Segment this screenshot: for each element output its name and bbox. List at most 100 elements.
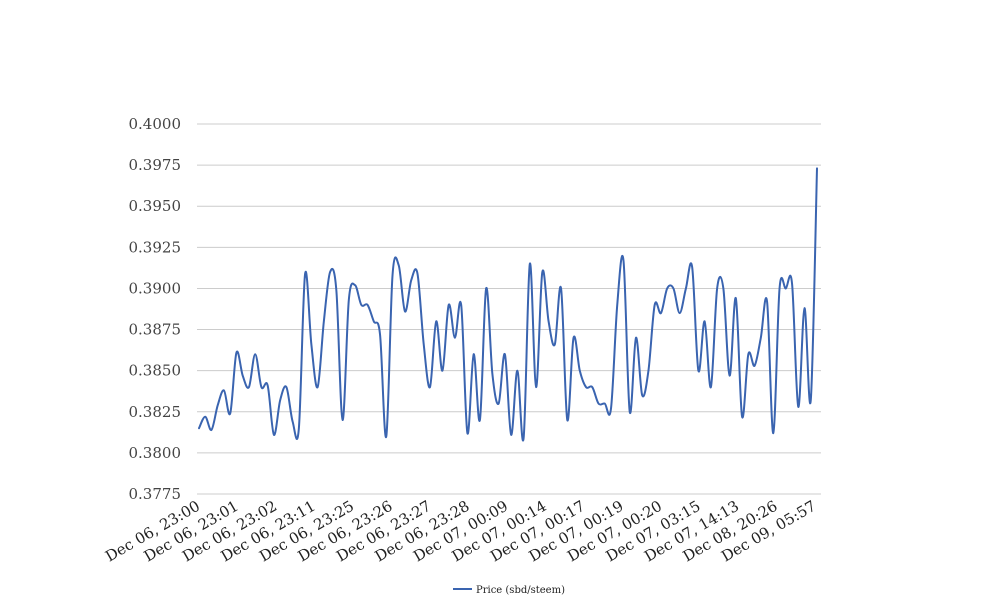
data-point [591, 386, 594, 389]
data-point [204, 415, 207, 418]
y-tick-label: 0.3875 [129, 321, 182, 339]
data-point [728, 374, 731, 377]
data-point [610, 407, 613, 410]
data-point [659, 312, 662, 315]
data-point [297, 427, 300, 430]
data-point [578, 369, 581, 372]
data-point [709, 386, 712, 389]
data-point [254, 353, 257, 356]
data-point [291, 420, 294, 423]
data-point [385, 435, 388, 438]
data-point [616, 303, 619, 306]
data-point [247, 386, 250, 389]
data-point [585, 386, 588, 389]
data-point [453, 336, 456, 339]
data-point [279, 399, 282, 402]
plot-area [198, 167, 818, 442]
data-point [772, 432, 775, 435]
data-point [641, 394, 644, 397]
data-point [622, 259, 625, 262]
data-point [441, 369, 444, 372]
data-point [216, 404, 219, 407]
data-point [647, 369, 650, 372]
data-point [491, 372, 494, 375]
data-point [435, 320, 438, 323]
data-point [716, 287, 719, 290]
data-point [797, 405, 800, 408]
data-point [560, 287, 563, 290]
data-point [634, 336, 637, 339]
data-point [722, 287, 725, 290]
data-point [335, 289, 338, 292]
data-point [404, 310, 407, 313]
data-point [229, 412, 232, 415]
data-point [285, 386, 288, 389]
data-point [198, 427, 201, 430]
data-point [697, 369, 700, 372]
y-tick-label: 0.3950 [129, 197, 182, 215]
data-point [347, 298, 350, 301]
data-point [547, 320, 550, 323]
data-point [266, 384, 269, 387]
legend[interactable]: Price (sbd/steem) [453, 585, 565, 596]
y-tick-label: 0.3850 [129, 362, 182, 380]
data-point [428, 386, 431, 389]
data-point [304, 272, 307, 275]
data-point [603, 402, 606, 405]
data-point [416, 272, 419, 275]
data-point [422, 343, 425, 346]
data-point [503, 353, 506, 356]
gridlines [197, 123, 821, 495]
data-point [572, 336, 575, 339]
data-point [653, 303, 656, 306]
data-point [759, 336, 762, 339]
data-point [235, 351, 238, 354]
data-point [310, 343, 313, 346]
data-point [684, 287, 687, 290]
y-tick-label: 0.3975 [129, 156, 182, 174]
data-point [329, 271, 332, 274]
data-point [478, 419, 481, 422]
data-point [528, 262, 531, 265]
data-point [460, 303, 463, 306]
data-point [809, 399, 812, 402]
series-line-price [198, 167, 818, 442]
data-point [485, 287, 488, 290]
data-point [747, 353, 750, 356]
y-axis: 0.3775 0.3800 0.3825 0.3850 0.3875 0.3900 0.39… [129, 115, 182, 503]
data-point [766, 300, 769, 303]
data-point [691, 266, 694, 269]
data-point [791, 282, 794, 285]
data-point [447, 303, 450, 306]
data-point [734, 297, 737, 300]
data-point [741, 415, 744, 418]
data-point [210, 428, 213, 431]
data-point [222, 389, 225, 392]
data-point [522, 437, 525, 440]
data-point [566, 419, 569, 422]
data-point [316, 386, 319, 389]
data-point [672, 287, 675, 290]
data-point [541, 271, 544, 274]
y-tick-label: 0.3775 [129, 485, 182, 503]
data-point [366, 303, 369, 306]
data-point [241, 374, 244, 377]
y-tick-label: 0.3900 [129, 279, 182, 297]
y-tick-label: 0.3925 [129, 238, 182, 256]
data-point [666, 287, 669, 290]
data-point [272, 433, 275, 436]
data-point [354, 284, 357, 287]
data-point [497, 402, 500, 405]
data-point [678, 312, 681, 315]
data-point [372, 320, 375, 323]
data-point [510, 433, 513, 436]
data-point [360, 303, 363, 306]
data-point [703, 320, 706, 323]
data-point [597, 402, 600, 405]
data-point [391, 274, 394, 277]
data-point [472, 353, 475, 356]
data-point [410, 279, 413, 282]
data-point [379, 333, 382, 336]
y-tick-label: 0.4000 [129, 115, 182, 133]
